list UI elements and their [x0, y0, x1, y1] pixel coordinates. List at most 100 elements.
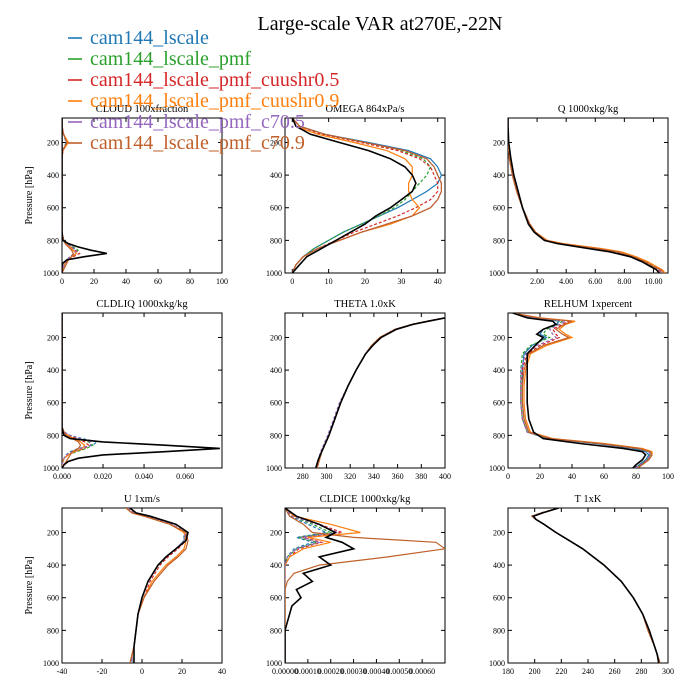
series-line: [530, 508, 661, 663]
panel-title: RELHUM 1xpercent: [544, 299, 632, 310]
series-line-reference: [512, 313, 647, 468]
y-tick-label: 800: [270, 236, 282, 245]
x-tick-label: 4.00: [559, 277, 573, 286]
x-tick-label: 40: [218, 667, 226, 676]
legend-label: cam144_lscale_pmf_cuushr0.5: [90, 69, 339, 91]
y-tick-label: 600: [270, 399, 282, 408]
x-tick-label: 0.00060: [409, 667, 435, 676]
y-tick-label: 1000: [266, 464, 282, 473]
series-line-reference: [129, 508, 189, 663]
x-tick-label: 0.00020: [318, 667, 344, 676]
x-tick-label: 320: [344, 472, 356, 481]
panel-title: CLDLIQ 1000xkg/kg: [96, 299, 188, 310]
legend-label: cam144_lscale_pmf_c70.9: [90, 132, 305, 154]
panel-title: CLDICE 1000xkg/kg: [320, 494, 411, 505]
series-line: [62, 118, 78, 273]
x-tick-label: 20: [361, 277, 369, 286]
series-line: [315, 317, 445, 468]
x-tick-label: 0: [60, 277, 64, 286]
y-tick-label: 200: [47, 528, 59, 537]
plot-frame: [507, 507, 669, 664]
y-tick-label: 1000: [489, 464, 505, 473]
x-tick-label: 60: [154, 277, 162, 286]
x-tick-label: 360: [392, 472, 404, 481]
series-line: [530, 508, 661, 663]
panel-title: T 1xK: [575, 494, 602, 505]
x-tick-label: 0.00050: [386, 667, 412, 676]
y-tick-label: 200: [493, 333, 505, 342]
x-tick-label: 20: [90, 277, 98, 286]
x-tick-label: 0: [140, 667, 144, 676]
figure-title: Large-scale VAR at270E,-22N: [258, 13, 503, 35]
panel-title: CLOUD 100xfraction: [96, 104, 189, 115]
series-line: [316, 317, 445, 468]
series-line: [62, 118, 78, 273]
series-line: [291, 118, 442, 273]
series-line: [62, 313, 92, 468]
y-tick-label: 600: [493, 399, 505, 408]
x-tick-label: 8.00: [617, 277, 631, 286]
series-line: [512, 313, 652, 468]
plot-frame: [284, 507, 446, 664]
series-line: [530, 508, 661, 663]
series-line: [530, 508, 661, 663]
y-tick-label: 1000: [266, 269, 282, 278]
series-line: [512, 313, 652, 468]
x-tick-label: 400: [439, 472, 451, 481]
plot-frame: [507, 312, 669, 469]
y-tick-label: 200: [270, 138, 282, 147]
series-line: [508, 118, 663, 273]
plot-frame: [61, 507, 223, 664]
y-tick-label: 400: [493, 561, 505, 570]
series-line-reference: [315, 317, 445, 468]
series-line: [316, 317, 445, 468]
series-line: [62, 118, 78, 273]
chart-panel: CLDLIQ 1000xkg/kg Pressure [hPa] 200 400 600…: [24, 299, 223, 481]
y-tick-label: 600: [270, 594, 282, 603]
panel-title: THETA 1.0xK: [334, 299, 396, 310]
series-line: [127, 508, 187, 663]
x-tick-label: 300: [320, 472, 332, 481]
x-tick-label: 10: [325, 277, 333, 286]
series-line: [508, 118, 666, 273]
series-line: [530, 508, 661, 663]
y-tick-label: 200: [47, 333, 59, 342]
x-tick-label: 60: [600, 472, 608, 481]
x-tick-label: 280: [297, 472, 309, 481]
x-tick-label: 220: [555, 667, 567, 676]
x-tick-label: 0.00010: [295, 667, 321, 676]
x-tick-label: 0.000: [53, 472, 71, 481]
y-tick-label: 800: [493, 626, 505, 635]
y-tick-label: 600: [47, 594, 59, 603]
series-line: [127, 508, 187, 663]
series-line: [316, 317, 445, 468]
series-line: [285, 508, 445, 663]
legend-label: cam144_lscale_pmf_c70.5: [90, 111, 305, 133]
series-line: [512, 313, 653, 468]
y-tick-label: 800: [270, 626, 282, 635]
x-tick-label: 0.00030: [341, 667, 367, 676]
y-tick-label: 800: [493, 431, 505, 440]
y-tick-label: 1000: [266, 659, 282, 668]
x-tick-label: 240: [582, 667, 594, 676]
series-line: [62, 118, 79, 273]
y-tick-label: 200: [270, 333, 282, 342]
y-tick-label: 600: [270, 204, 282, 213]
y-tick-label: 400: [493, 366, 505, 375]
legend-label: cam144_lscale_pmf_cuushr0.9: [90, 90, 339, 112]
panel-title: OMEGA 864xPa/s: [325, 104, 404, 115]
series-line: [316, 317, 445, 468]
y-axis-label: Pressure [hPa]: [24, 556, 35, 614]
series-line: [127, 508, 187, 663]
x-tick-label: 180: [502, 667, 514, 676]
y-tick-label: 400: [270, 366, 282, 375]
series-line: [508, 118, 665, 273]
x-tick-label: 30: [397, 277, 405, 286]
series-line: [127, 508, 185, 663]
x-tick-label: 260: [609, 667, 621, 676]
y-tick-label: 400: [47, 366, 59, 375]
